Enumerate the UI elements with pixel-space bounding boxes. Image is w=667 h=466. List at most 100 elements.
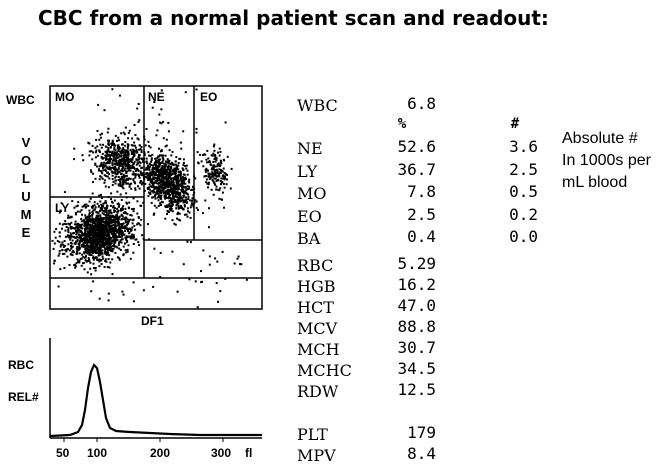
scatter-dot [170,190,172,193]
scatter-dot [158,175,161,178]
scatter-dot [61,223,64,226]
scatter-dot [100,197,103,200]
scatter-dot [76,240,79,243]
scatter-dot [168,174,171,177]
scatter-dot [86,271,89,274]
scatter-dot [184,165,187,167]
scatter-dot [185,198,188,201]
scatter-dot [159,158,162,161]
scatter-dot [147,195,150,198]
scatter-dot [145,160,148,163]
scatter-dot [104,200,107,202]
scatter-dot [177,170,180,173]
scatter-dot [212,166,215,169]
scatter-dot [100,207,102,209]
scatter-dot [222,182,225,185]
scatter-dot [121,164,124,167]
scatter-dot [167,161,170,164]
scatter-dot [105,253,108,256]
scatter-dot [169,201,172,204]
scatter-dot [167,130,170,133]
scatter-dot [93,229,96,232]
scatter-dot [131,156,134,159]
scatter-dot [82,159,85,162]
scatter-dot [156,165,159,168]
scatter-dot [54,236,57,239]
scatter-dot [88,213,91,216]
scatter-dot [102,202,105,205]
scatter-dot [166,174,169,177]
scatter-dot [97,235,100,238]
scatter-dot [102,238,104,240]
scatter-dot [136,107,139,110]
scatter-dot [143,189,146,192]
scatter-dot [93,239,96,242]
scatter-dot [237,255,240,258]
scatter-dot [101,177,104,180]
scatter-dot [180,188,183,191]
scatter-dot [174,173,177,176]
scatter-dot [106,158,109,161]
scatter-dot [125,224,128,226]
scatter-dot [109,156,111,159]
scatter-dot [157,204,160,207]
scatter-dot [173,201,176,204]
scatter-dot [116,153,119,156]
scatter-dot [131,165,134,168]
scatter-dot [84,247,87,250]
scatter-dot [108,266,111,269]
scatter-dot [194,280,197,283]
scatter-dot [110,158,113,160]
scatter-dot [171,192,173,195]
scatter-dot [205,178,208,181]
scatter-dot [92,212,94,215]
scatter-dot [113,232,116,235]
scatter-dot [113,155,116,158]
scatter-dot [96,224,99,227]
scatter-dot [120,199,123,201]
scatter-dot [125,163,128,166]
scatter-dot [217,164,220,166]
scatter-dot [110,250,113,252]
scatter-dot [98,138,101,141]
scatter-dot [105,235,108,238]
scatter-dot [109,216,112,219]
scatter-dot [76,225,79,228]
scatter-dot [167,186,170,189]
scatter-dot [165,190,167,193]
scatter-dot [217,151,219,154]
scatter-dot [158,154,161,157]
scatter-dot [108,254,111,257]
scatter-dot [75,205,78,208]
scatter-dot [101,242,104,245]
scatter-dot [121,231,124,234]
scatter-dot [108,177,111,180]
scatter-dot [164,169,167,172]
scatter-dot [122,159,125,162]
scatter-dot [107,167,110,170]
scatter-dot [149,146,152,149]
scatter-dot [79,257,82,260]
scatter-dot [100,161,103,164]
scatter-dot [111,142,114,145]
scatter-dot [102,239,105,242]
scatter-dot [100,170,103,173]
scatter-dot [208,255,211,258]
scatter-dot [106,241,109,243]
scatter-dot [135,151,138,154]
scatter-dot [98,150,101,153]
scatter-dot [119,229,122,231]
scatter-dot [175,179,178,181]
scatter-dot [136,200,139,203]
scatter-dot [80,209,83,212]
scatter-dot [104,250,107,253]
scatter-dot [129,214,132,216]
scatter-dot [97,238,100,241]
scatter-dot [115,213,118,216]
scatter-dot [134,188,137,191]
scatter-dot [147,175,150,178]
scatter-dot [205,181,208,184]
scatter-dot [128,169,131,172]
scatter-dot [130,161,133,164]
scatter-dot [117,243,120,246]
